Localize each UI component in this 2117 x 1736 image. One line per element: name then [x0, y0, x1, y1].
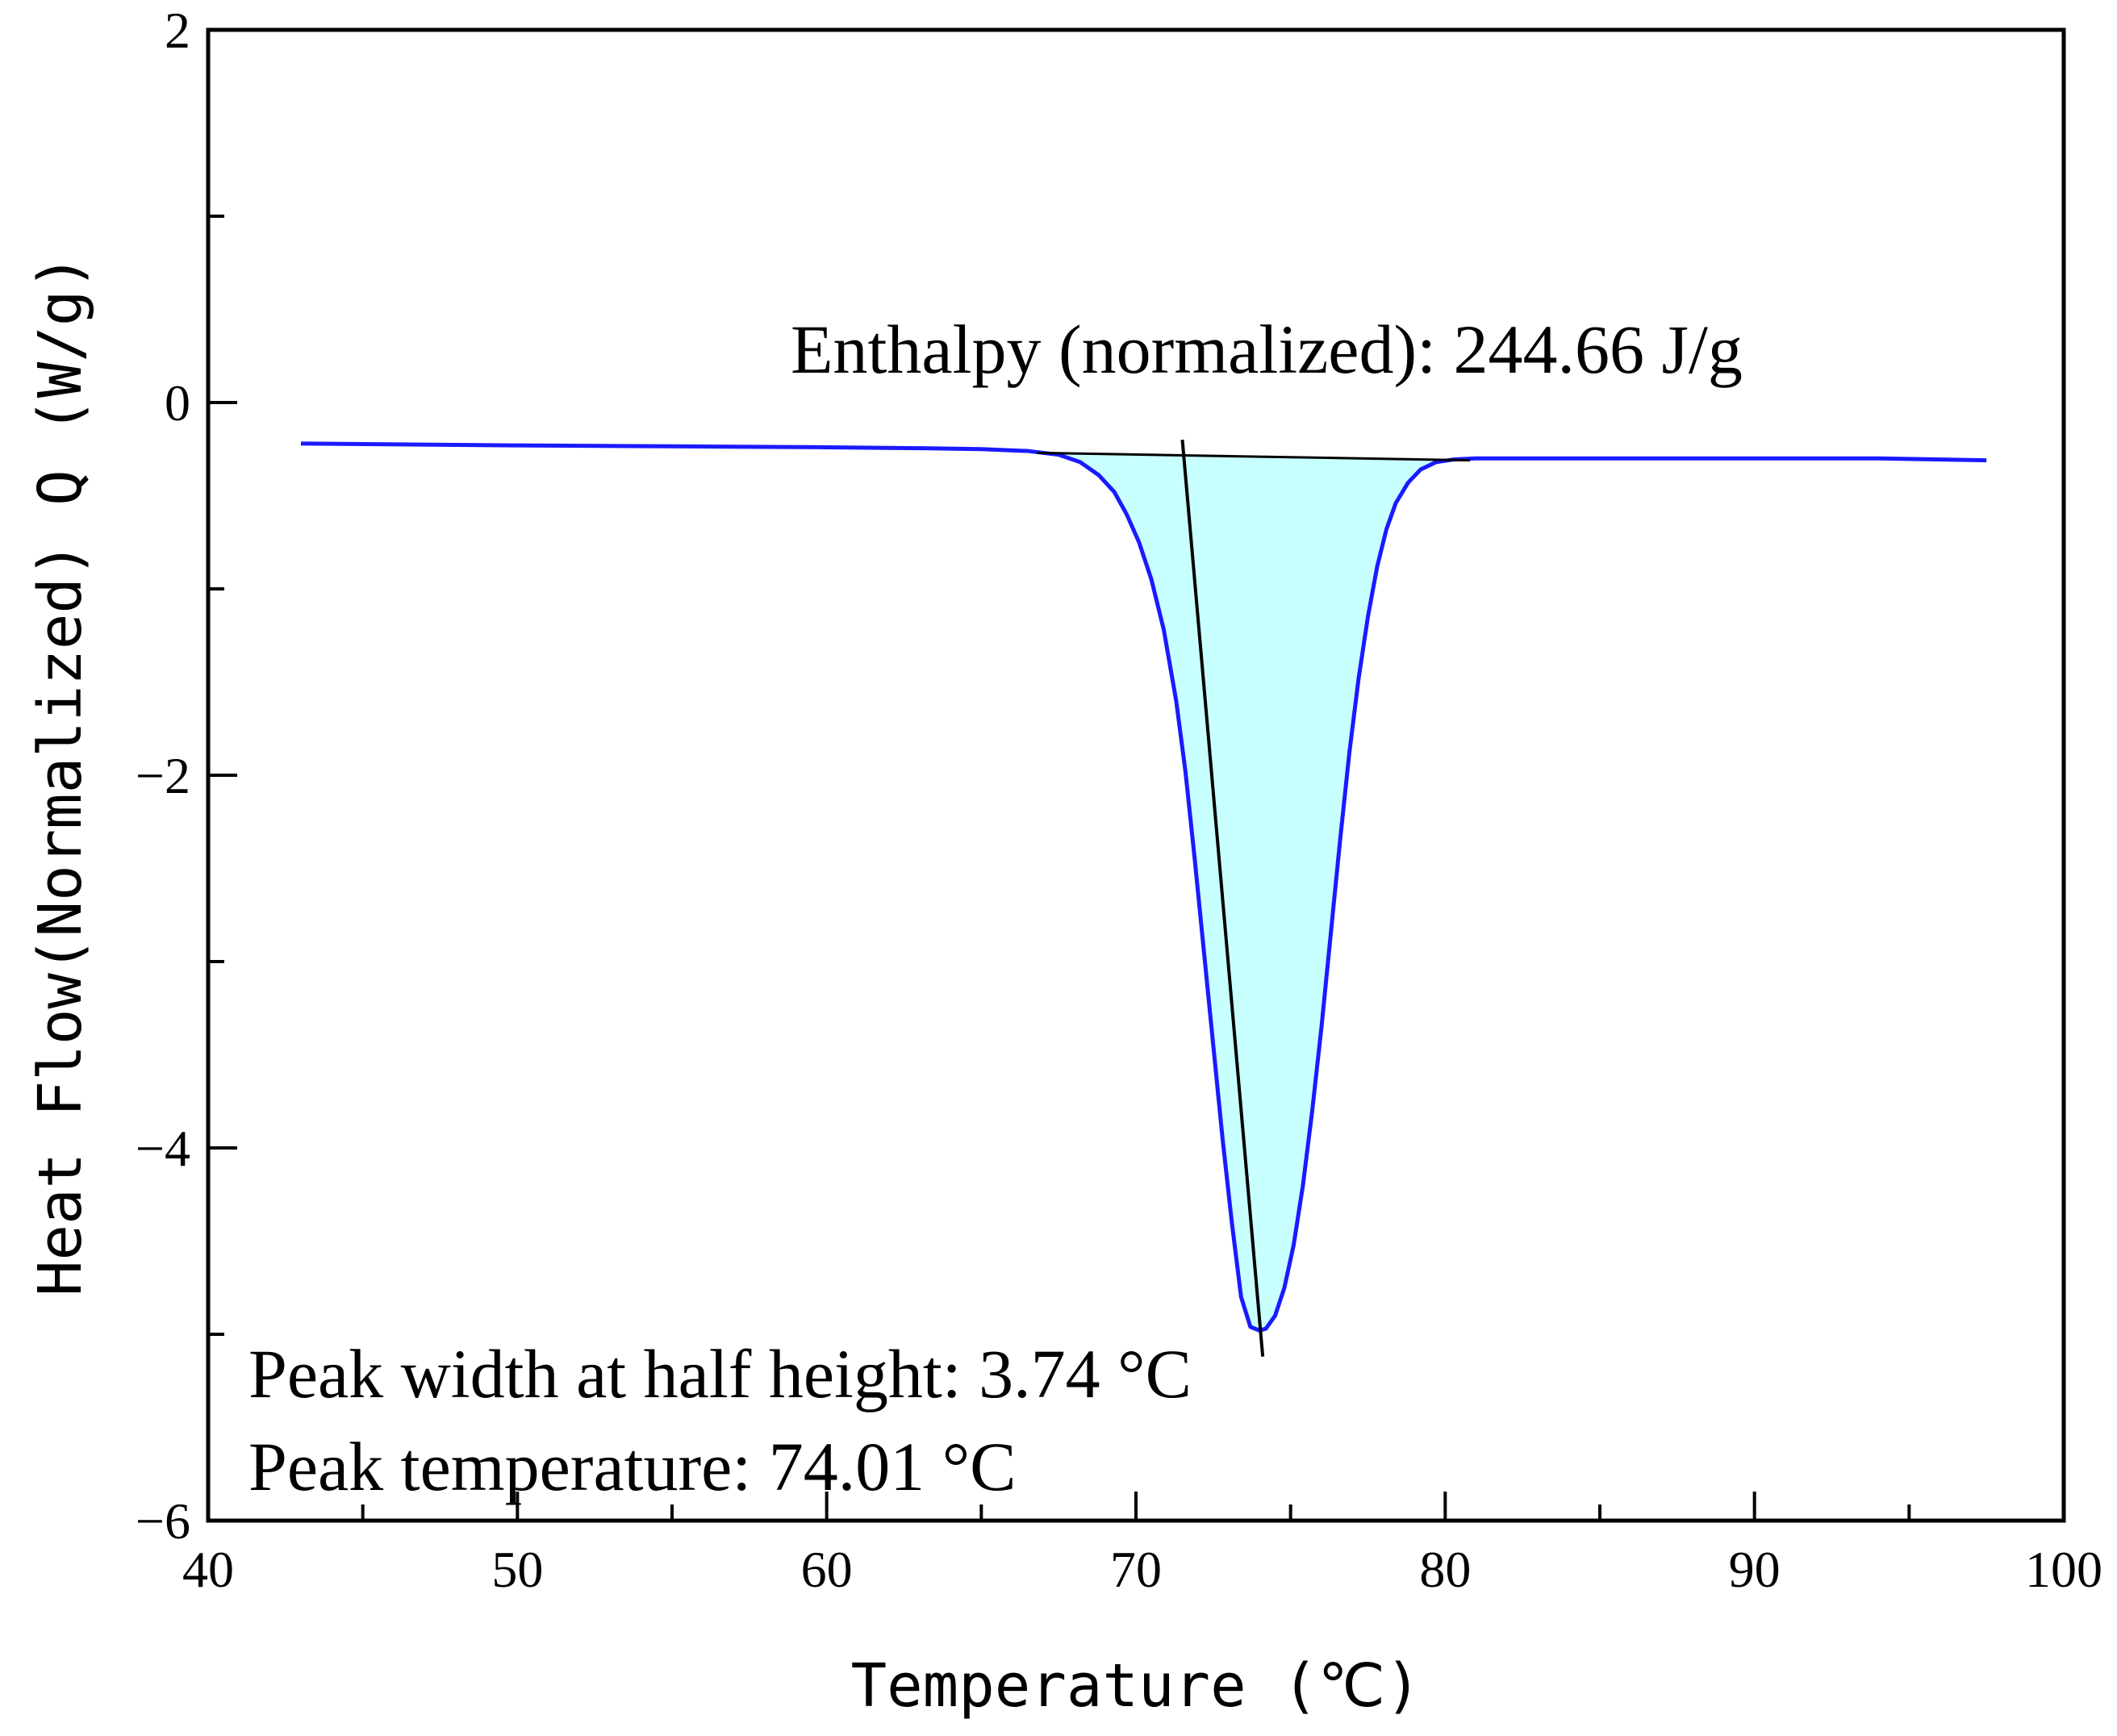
x-tick-label: 40: [182, 1541, 234, 1598]
peak-area-fill: [1037, 453, 1470, 1331]
x-tick-label: 80: [1419, 1541, 1471, 1598]
x-axis-title: Temperature (℃): [851, 1651, 1422, 1721]
y-tick-label: 2: [165, 2, 190, 59]
peak-tangent-line: [1180, 440, 1265, 1357]
x-tick-label: 90: [1729, 1541, 1781, 1598]
plot-layer: [300, 440, 1987, 1357]
y-tick-label: −4: [136, 1120, 190, 1177]
enthalpy-annotation: Enthalpy (normalized): 244.66 J/g: [791, 311, 1743, 388]
x-tick-label: 70: [1110, 1541, 1162, 1598]
y-tick-label: 0: [165, 374, 190, 432]
peak-temperature-annotation: Peak temperature: 74.01 °C: [248, 1428, 1016, 1505]
y-axis-title: Heat Flow(Normalized) Q (W/g): [26, 254, 95, 1296]
x-tick-label: 50: [491, 1541, 543, 1598]
x-tick-label: 100: [2025, 1541, 2102, 1598]
x-tick-label: 60: [801, 1541, 853, 1598]
peak-width-annotation: Peak width at half height: 3.74 °C: [248, 1335, 1192, 1413]
y-tick-label: −2: [136, 747, 190, 804]
integration-baseline: [1037, 451, 1471, 462]
axis-layer: 40 50 60 70 80 90 100 2 0 −2 −4 −6: [136, 2, 2102, 1598]
y-tick-label: −6: [136, 1492, 190, 1550]
dsc-curve-line: [300, 441, 1987, 1333]
